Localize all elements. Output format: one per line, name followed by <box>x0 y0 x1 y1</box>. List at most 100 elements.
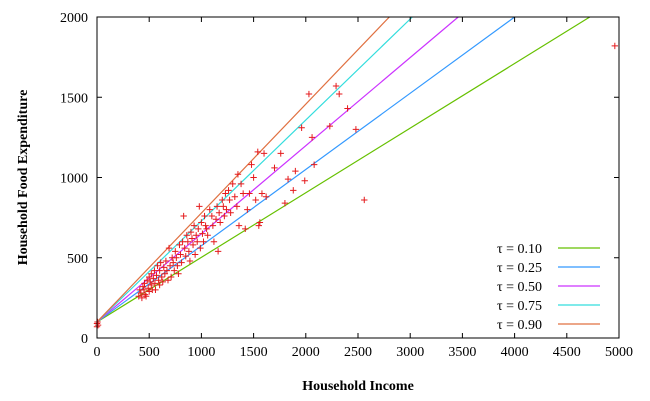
scatter-point <box>271 164 278 172</box>
scatter-point <box>209 222 217 229</box>
scatter-point <box>182 252 189 260</box>
scatter-point <box>223 206 230 213</box>
scatter-point <box>254 148 261 156</box>
scatter-point <box>197 244 204 252</box>
scatter-point <box>188 235 196 242</box>
scatter-point <box>308 134 316 141</box>
x-tick-label: 2000 <box>292 345 320 360</box>
scatter-point <box>195 225 202 233</box>
scatter-point <box>163 267 171 274</box>
scatter-point <box>156 281 163 289</box>
x-axis-title: Household Income <box>302 379 414 394</box>
scatter-point <box>176 241 183 249</box>
scatter-point <box>201 212 208 220</box>
scatter-point <box>155 277 162 284</box>
scatter-point <box>165 244 173 252</box>
scatter-point <box>260 150 268 157</box>
scatter-point <box>181 244 188 252</box>
scatter-point <box>219 196 226 204</box>
scatter-point <box>94 321 102 329</box>
scatter-point <box>226 196 233 204</box>
x-tick-label: 2500 <box>344 345 372 360</box>
x-tick-label: 500 <box>139 345 160 360</box>
scatter-point <box>147 278 154 286</box>
scatter-point <box>352 126 360 133</box>
scatter-point <box>173 254 180 261</box>
x-tick-label: 1500 <box>240 345 268 360</box>
scatter-point <box>174 262 181 269</box>
legend-label: τ = 0.10 <box>497 242 542 257</box>
scatter-point <box>138 294 146 302</box>
scatter-point <box>212 216 220 223</box>
scatter-point <box>256 219 264 226</box>
scatter-point <box>332 82 340 90</box>
scatter-point <box>196 203 203 210</box>
scatter-point <box>198 219 205 226</box>
scatter-point <box>284 175 292 183</box>
legend: τ = 0.10 τ = 0.25 τ = 0.50 τ = 0.75 τ = 0.90 <box>497 242 600 333</box>
legend-label: τ = 0.25 <box>497 261 542 276</box>
scatter-point <box>166 262 174 269</box>
y-tick-label: 1000 <box>60 172 88 187</box>
scatter-point <box>159 278 166 286</box>
scatter-point <box>214 248 222 255</box>
scatter-point <box>203 225 210 233</box>
scatter-point <box>292 167 299 175</box>
scatter-point <box>252 196 259 204</box>
axis-ticks: 0 500 1000 1500 2000 2500 3000 3500 4000 4500 5000… <box>60 11 633 360</box>
scatter-point <box>281 199 289 207</box>
scatter-point <box>154 262 161 269</box>
scatter-point <box>611 42 619 50</box>
scatter-point <box>164 277 172 284</box>
scatter-point <box>208 212 216 220</box>
scatter-point <box>180 212 187 220</box>
scatter-point <box>250 174 257 181</box>
scatter-point <box>175 270 182 277</box>
scatter-point <box>183 232 190 239</box>
scatter-point <box>156 267 163 274</box>
scatter-point <box>336 90 343 98</box>
x-tick-label: 3500 <box>448 345 476 360</box>
scatter-point <box>171 267 178 274</box>
legend-label: τ = 0.50 <box>497 280 542 295</box>
y-tick-label: 2000 <box>60 11 88 26</box>
scatter-point <box>162 257 170 265</box>
y-tick-label: 1500 <box>60 91 88 106</box>
scatter-point <box>153 272 160 279</box>
scatter-point <box>151 280 159 287</box>
regression-line-0 <box>96 16 591 323</box>
scatter-point <box>190 222 198 229</box>
scatter-point <box>161 270 169 277</box>
scatter-point <box>178 259 185 266</box>
scatter-point <box>220 203 227 210</box>
x-tick-label: 3000 <box>396 345 424 360</box>
scatter-point <box>277 150 284 157</box>
scatter-point <box>140 286 148 294</box>
x-tick-label: 0 <box>94 345 101 360</box>
scatter-point <box>150 275 157 282</box>
scatter-point <box>141 280 148 287</box>
scatter-point <box>246 190 253 197</box>
regression-line-1 <box>96 16 515 323</box>
scatter-point <box>143 277 151 284</box>
scatter-point <box>148 281 155 289</box>
scatter-point <box>221 212 228 220</box>
scatter-point <box>137 289 145 297</box>
scatter-point <box>146 288 153 295</box>
scatter-point <box>170 259 177 266</box>
scatter-point <box>177 251 184 258</box>
scatter-point <box>135 293 142 300</box>
scatter-point <box>148 270 155 277</box>
scatter-point <box>222 190 229 197</box>
scatter-point <box>262 193 270 200</box>
scatter-point <box>200 238 207 245</box>
scatter-point <box>237 180 245 188</box>
scatter-point <box>233 203 241 210</box>
scatter-point <box>206 206 213 213</box>
scatter-point <box>258 190 266 197</box>
scatter-point <box>157 259 164 266</box>
scatter-point <box>187 228 195 236</box>
scatter-point <box>160 264 168 271</box>
x-tick-label: 4000 <box>501 345 529 360</box>
